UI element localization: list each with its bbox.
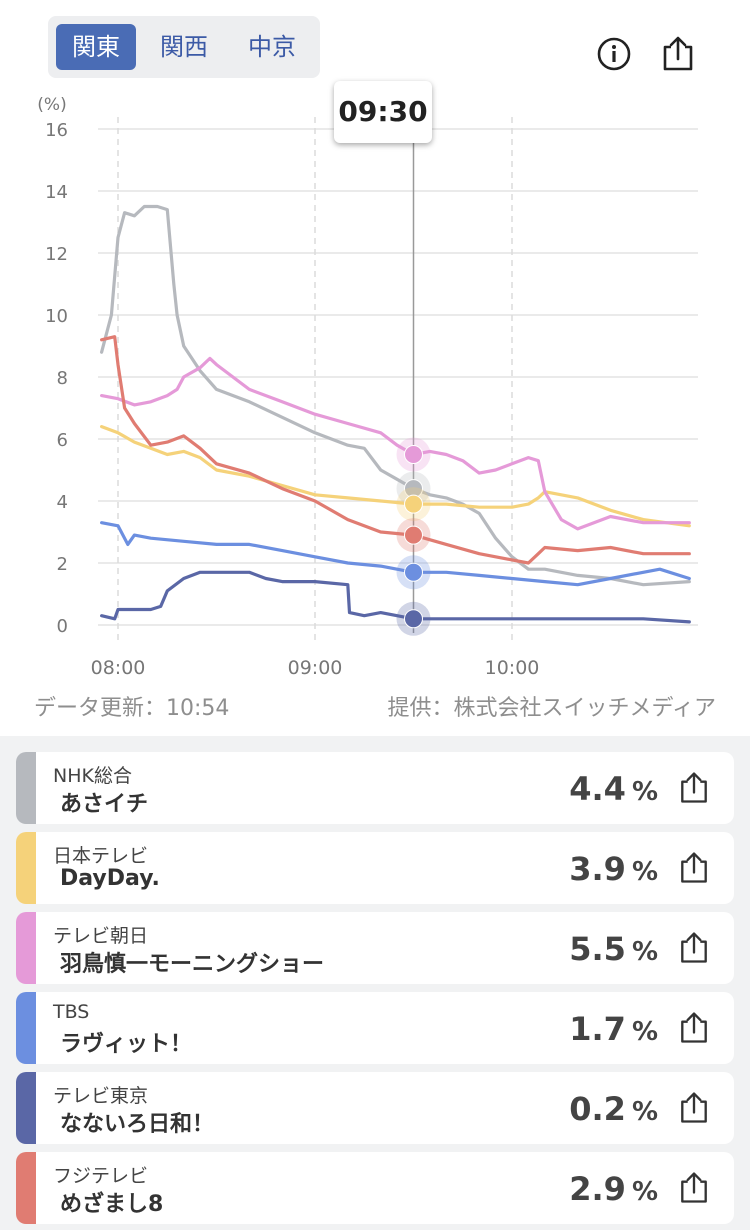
chart-grid xyxy=(98,117,698,645)
channel-color-stripe xyxy=(16,912,36,984)
channel-color-stripe xyxy=(16,832,36,904)
data-updated-label: データ更新：10:54 xyxy=(34,696,230,721)
y-tick-label: 12 xyxy=(45,244,68,265)
share-icon[interactable] xyxy=(676,1170,712,1206)
rating-value: 5.5% xyxy=(569,930,658,968)
program-name: なないろ日和！ xyxy=(60,1112,215,1137)
rating-card-tv-tokyo[interactable]: テレビ東京 なないろ日和！ 0.2% xyxy=(16,1072,734,1144)
channel-name: テレビ東京 xyxy=(53,1085,149,1107)
data-provider-label: 提供：株式会社スイッチメディア xyxy=(387,696,716,721)
time-tooltip: 09:30 xyxy=(334,81,432,143)
rating-value: 2.9% xyxy=(569,1170,658,1208)
program-name: あさイチ xyxy=(60,792,149,817)
rating-line-chart[interactable]: 0 2 4 6 8 10 12 14 16 (%) 08:00 09:00 10:00 xyxy=(0,80,750,685)
x-tick-label: 09:00 xyxy=(288,657,343,679)
share-icon[interactable] xyxy=(676,1090,712,1126)
rating-value: 3.9% xyxy=(569,850,658,888)
program-name: めざまし8 xyxy=(60,1192,164,1217)
rating-card-tbs[interactable]: TBS ラヴィット！ 1.7% xyxy=(16,992,734,1064)
program-name: ラヴィット！ xyxy=(60,1032,193,1057)
x-tick-label: 10:00 xyxy=(485,657,540,679)
y-tick-label: 6 xyxy=(57,430,68,451)
rating-card-nhk[interactable]: NHK総合 あさイチ 4.4% xyxy=(16,752,734,824)
rating-value: 1.7% xyxy=(569,1010,658,1048)
series-line xyxy=(99,335,691,565)
y-tick-label: 2 xyxy=(57,554,68,575)
share-icon[interactable] xyxy=(676,930,712,966)
y-tick-label: 0 xyxy=(57,616,68,637)
info-icon[interactable] xyxy=(594,34,634,74)
y-tick-label: 4 xyxy=(57,492,68,513)
chart-axis-labels: 0 2 4 6 8 10 12 14 16 (%) 08:00 09:00 10:00 xyxy=(37,95,539,679)
program-name: DayDay. xyxy=(60,866,160,891)
channel-name: テレビ朝日 xyxy=(53,925,149,947)
rating-card-tv-asahi[interactable]: テレビ朝日 羽鳥慎一モーニングショー 5.5% xyxy=(16,912,734,984)
series-marker xyxy=(404,525,423,545)
share-icon[interactable] xyxy=(658,34,698,74)
channel-name: フジテレビ xyxy=(53,1165,149,1187)
series-line xyxy=(99,521,691,587)
tab-chukyo[interactable]: 中京 xyxy=(248,33,296,61)
channel-color-stripe xyxy=(16,752,36,824)
rating-card-ntv[interactable]: 日本テレビ DayDay. 3.9% xyxy=(16,832,734,904)
share-icon[interactable] xyxy=(676,1010,712,1046)
region-tabs: 関東 関西 中京 xyxy=(48,16,320,78)
series-marker xyxy=(404,609,423,629)
channel-color-stripe xyxy=(16,1152,36,1224)
channel-name: TBS xyxy=(53,1001,90,1023)
y-tick-label: 16 xyxy=(45,120,68,141)
channel-color-stripe xyxy=(16,1072,36,1144)
x-tick-label: 08:00 xyxy=(91,657,146,679)
channel-name: 日本テレビ xyxy=(53,845,149,867)
rating-card-fuji[interactable]: フジテレビ めざまし8 2.9% xyxy=(16,1152,734,1224)
y-tick-label: 10 xyxy=(45,306,68,327)
channel-name: NHK総合 xyxy=(53,765,132,787)
chart-series xyxy=(99,204,691,624)
rating-value: 0.2% xyxy=(569,1090,658,1128)
y-axis-unit: (%) xyxy=(37,95,66,115)
series-line xyxy=(99,570,691,624)
y-tick-label: 8 xyxy=(57,368,68,389)
tab-kanto[interactable]: 関東 xyxy=(56,24,136,70)
share-icon[interactable] xyxy=(676,850,712,886)
series-marker xyxy=(404,445,423,464)
series-marker xyxy=(404,494,423,514)
series-line xyxy=(99,356,691,531)
series-marker xyxy=(404,562,423,582)
channel-color-stripe xyxy=(16,992,36,1064)
rating-value: 4.4% xyxy=(569,770,658,808)
share-icon[interactable] xyxy=(676,770,712,806)
program-name: 羽鳥慎一モーニングショー xyxy=(60,952,325,977)
tab-kansai[interactable]: 関西 xyxy=(160,33,208,61)
chart-markers xyxy=(396,437,431,636)
series-line xyxy=(99,204,691,587)
series-line xyxy=(99,425,691,528)
y-tick-label: 14 xyxy=(45,182,68,203)
